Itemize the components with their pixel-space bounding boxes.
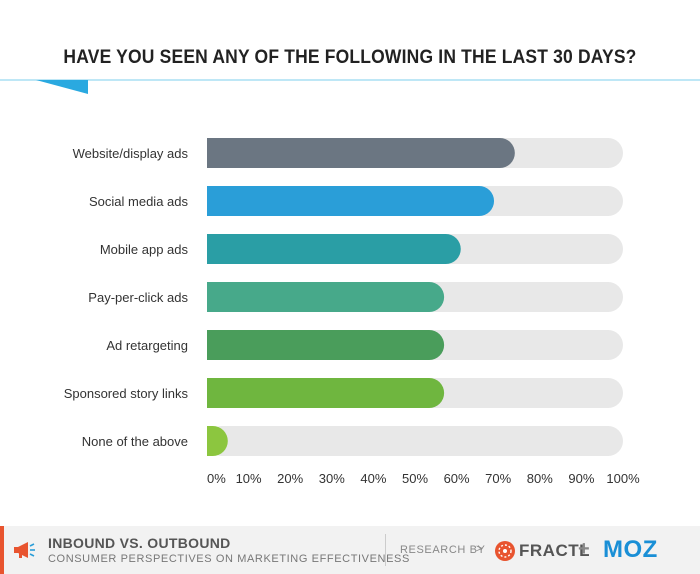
category-label: Pay-per-click ads <box>88 290 188 305</box>
bar <box>207 330 445 360</box>
fractl-logo-icon <box>495 541 515 561</box>
category-labels: Website/display ads Social media ads Mobil… <box>64 146 189 449</box>
x-tick-label: 50% <box>402 471 428 486</box>
footer-banner: INBOUND VS. OUTBOUND CONSUMER PERSPECTIV… <box>0 526 700 574</box>
plus-sign: + <box>578 538 590 560</box>
category-label: Ad retargeting <box>106 338 188 353</box>
category-label: Mobile app ads <box>100 242 189 257</box>
bar <box>207 186 495 216</box>
footer-subtitle: CONSUMER PERSPECTIVES ON MARKETING EFFEC… <box>48 553 410 565</box>
chart-title: HAVE YOU SEEN ANY OF THE FOLLOWING IN TH… <box>63 47 637 68</box>
bar <box>207 378 445 408</box>
x-tick-label: 80% <box>527 471 553 486</box>
research-arrow: > <box>476 543 483 555</box>
bars <box>207 138 515 456</box>
x-tick-label: 40% <box>360 471 386 486</box>
footer-accent-stripe <box>0 526 4 574</box>
x-tick-labels: 0% 10% 20% 30% 40% 50% 60% 70% 80% 90% 100% <box>207 471 640 486</box>
category-label: Website/display ads <box>73 146 189 161</box>
bar <box>207 426 228 456</box>
x-tick-label: 100% <box>606 471 640 486</box>
bar <box>207 138 515 168</box>
x-tick-label: 90% <box>568 471 594 486</box>
bar-track <box>207 426 623 456</box>
bar <box>207 234 461 264</box>
x-tick-label: 70% <box>485 471 511 486</box>
x-tick-label: 60% <box>444 471 470 486</box>
research-by-label: RESEARCH BY <box>400 544 486 556</box>
category-label: Social media ads <box>89 194 188 209</box>
megaphone-icon <box>14 542 35 558</box>
fractl-logo-text: FRACTL <box>519 541 590 560</box>
category-label: Sponsored story links <box>64 386 189 401</box>
moz-logo-text: MOZ <box>603 536 658 563</box>
x-tick-label: 10% <box>236 471 262 486</box>
x-tick-label: 0% <box>207 471 226 486</box>
category-label: None of the above <box>82 434 188 449</box>
x-tick-label: 30% <box>319 471 345 486</box>
bar <box>207 282 445 312</box>
footer-divider <box>385 534 386 566</box>
footer-title: INBOUND VS. OUTBOUND <box>48 535 231 551</box>
title-underline <box>0 79 700 94</box>
x-tick-label: 20% <box>277 471 303 486</box>
bar-chart: Website/display ads Social media ads Mobil… <box>64 138 640 486</box>
